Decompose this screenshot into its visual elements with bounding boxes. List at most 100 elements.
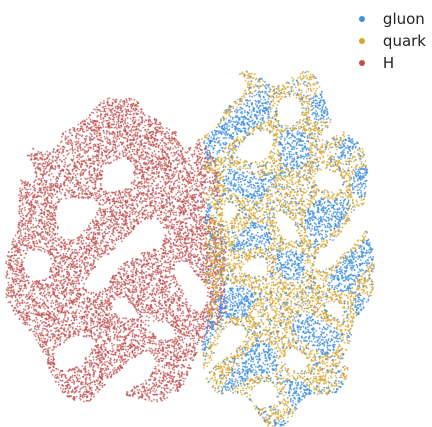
- point-h: [183, 218, 186, 221]
- point-h: [174, 159, 177, 161]
- point-h: [207, 329, 210, 332]
- point-h: [152, 340, 155, 342]
- point-h: [80, 125, 82, 127]
- point-h: [181, 289, 183, 292]
- point-h: [45, 293, 48, 296]
- point-h: [91, 121, 93, 124]
- point-h: [35, 225, 37, 228]
- point-h: [37, 248, 40, 251]
- point-h: [148, 383, 151, 386]
- point-h: [136, 340, 139, 342]
- point-h: [111, 321, 113, 323]
- point-h: [39, 162, 42, 165]
- point-h: [35, 316, 38, 319]
- point-h: [104, 159, 106, 162]
- point-h: [107, 148, 110, 151]
- point-h: [166, 311, 168, 314]
- point-h: [127, 103, 130, 106]
- point-h: [125, 155, 127, 157]
- point-h: [144, 392, 147, 395]
- point-h: [131, 181, 133, 184]
- point-h: [147, 188, 150, 191]
- point-h: [45, 188, 48, 190]
- point-h: [48, 173, 51, 176]
- point-h: [44, 325, 47, 327]
- point-h: [142, 321, 145, 324]
- point-h: [65, 252, 68, 255]
- point-h: [105, 132, 108, 135]
- point-h: [144, 288, 147, 291]
- point-h: [166, 255, 168, 258]
- point-h: [74, 303, 77, 306]
- point-h: [186, 191, 189, 193]
- point-h: [108, 312, 111, 315]
- point-h: [60, 320, 63, 323]
- point-h: [90, 162, 93, 165]
- point-h: [18, 194, 20, 197]
- point-h: [56, 308, 59, 311]
- point-h: [152, 385, 154, 388]
- point-h: [104, 288, 107, 290]
- point-h: [79, 246, 82, 249]
- point-h: [124, 194, 126, 197]
- point-h: [137, 334, 140, 337]
- point-h: [174, 295, 177, 297]
- point-h: [160, 202, 163, 205]
- point-h: [132, 143, 135, 146]
- point-h: [176, 247, 179, 250]
- point-h: [47, 242, 50, 245]
- point-h: [100, 184, 102, 187]
- point-h: [132, 183, 135, 186]
- point-h: [196, 147, 199, 149]
- point-h: [150, 262, 153, 264]
- point-h: [90, 348, 93, 351]
- point-h: [175, 293, 177, 296]
- point-h: [20, 259, 23, 261]
- point-h: [178, 162, 181, 165]
- point-h: [71, 152, 74, 155]
- point-h: [118, 214, 121, 217]
- point-h: [143, 186, 146, 189]
- point-h: [135, 200, 138, 202]
- point-h: [191, 248, 194, 251]
- point-h: [157, 186, 160, 189]
- point-h: [176, 353, 179, 355]
- point-h: [153, 208, 156, 211]
- point-h: [67, 383, 70, 386]
- point-h: [59, 387, 62, 390]
- point-h: [75, 327, 77, 330]
- point-h: [115, 213, 118, 216]
- point-h: [56, 186, 59, 189]
- point-h: [50, 333, 53, 336]
- point-h: [95, 132, 98, 135]
- point-h: [85, 393, 87, 396]
- point-h: [27, 239, 29, 242]
- point-h: [131, 356, 134, 359]
- point-h: [106, 373, 108, 375]
- point-h: [160, 145, 163, 147]
- point-h: [132, 113, 135, 116]
- point-h: [63, 316, 66, 319]
- point-h: [169, 282, 172, 285]
- point-h: [51, 213, 54, 215]
- point-h: [100, 136, 102, 139]
- point-h: [103, 383, 106, 386]
- point-h: [90, 133, 93, 136]
- point-h: [98, 303, 101, 306]
- point-h: [111, 149, 114, 152]
- point-h: [107, 219, 109, 221]
- point-h: [126, 270, 128, 273]
- point-h: [119, 276, 122, 278]
- series-h-points: [5, 97, 227, 403]
- point-h: [111, 113, 113, 116]
- point-h: [184, 254, 187, 256]
- point-h: [76, 167, 79, 170]
- point-h: [160, 167, 162, 170]
- point-h: [122, 317, 125, 320]
- point-h: [136, 164, 139, 167]
- point-h: [136, 345, 139, 348]
- point-h: [114, 151, 117, 154]
- point-h: [52, 355, 54, 358]
- point-h: [191, 346, 194, 348]
- point-h: [62, 253, 65, 255]
